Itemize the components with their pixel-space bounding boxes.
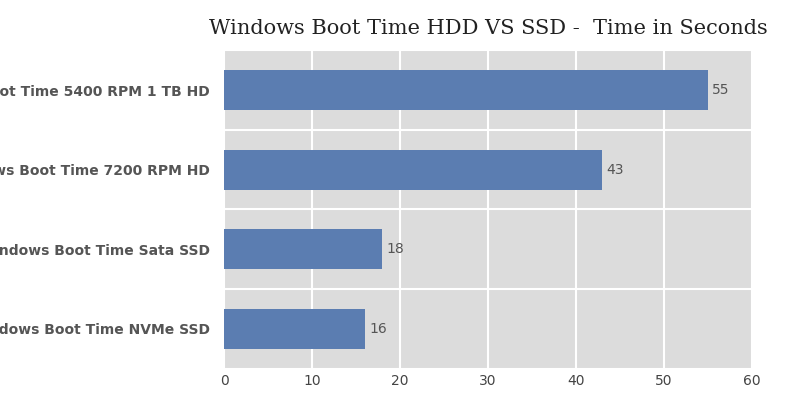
Bar (224, 150, 602, 189)
Bar (224, 230, 382, 269)
Text: 16: 16 (370, 322, 387, 336)
Text: 43: 43 (607, 163, 624, 177)
Title: Windows Boot Time HDD VS SSD -  Time in Seconds: Windows Boot Time HDD VS SSD - Time in S… (209, 18, 767, 38)
Text: 18: 18 (387, 242, 405, 256)
Text: 55: 55 (713, 83, 730, 97)
Bar (224, 309, 365, 349)
Bar (224, 70, 708, 110)
